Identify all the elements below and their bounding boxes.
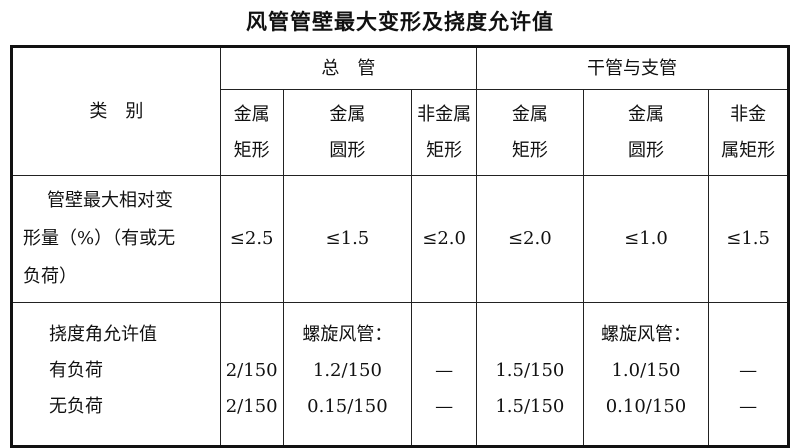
deformation-value: ≤2.5 xyxy=(219,175,284,303)
deflection-value: — — xyxy=(411,302,477,447)
group-header-branch: 干管与支管 xyxy=(476,46,789,90)
deformation-value: ≤1.5 xyxy=(708,175,789,303)
deformation-value: ≤2.0 xyxy=(411,175,477,303)
deformation-value: ≤2.0 xyxy=(476,175,584,303)
category-header: 类 别 xyxy=(11,46,221,176)
deflection-value: 螺旋风管： 1.2/150 0.15/150 xyxy=(282,302,413,447)
deformation-value: ≤1.0 xyxy=(582,175,710,303)
row-label-deflection: 挠度角允许值 有负荷 无负荷 xyxy=(11,302,221,447)
deflection-value: 螺旋风管： 1.0/150 0.10/150 xyxy=(582,302,710,447)
deflection-value: — — xyxy=(708,302,789,447)
column-header: 金属 矩形 xyxy=(219,89,284,176)
deformation-table: 类 别 总 管 干管与支管 金属 矩形 金属 圆形 非金属 矩形 金属 矩形 金属 圆形 非金 属矩形… xyxy=(10,45,790,448)
column-header: 金属 圆形 xyxy=(582,89,710,176)
column-header: 金属 矩形 xyxy=(476,89,584,176)
column-header: 非金属矩形 xyxy=(708,89,789,176)
row-label-deformation: 管壁最大相对变 形量（%）（有或无 负荷） xyxy=(11,175,221,303)
column-header: 非金属矩形 xyxy=(411,89,477,176)
deformation-value: ≤1.5 xyxy=(282,175,413,303)
group-header-main: 总 管 xyxy=(219,46,478,90)
table-title: 风管管壁最大变形及挠度允许值 xyxy=(246,10,554,34)
deflection-value: 2/150 2/150 xyxy=(219,302,284,447)
deflection-value: 1.5/150 1.5/150 xyxy=(476,302,584,447)
column-header: 金属 圆形 xyxy=(282,89,413,176)
